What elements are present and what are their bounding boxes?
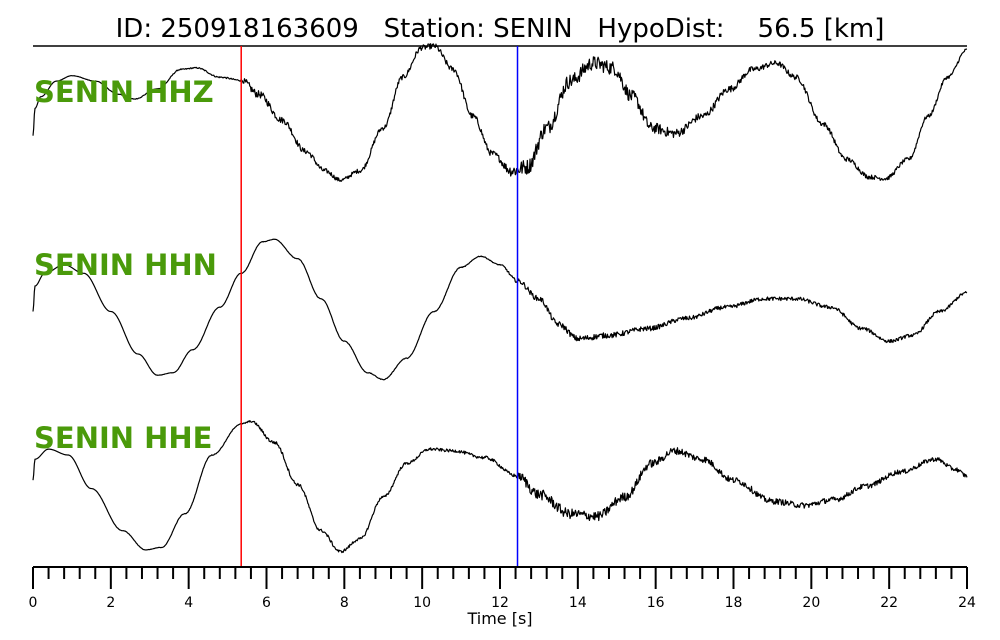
channel-label: SENIN HHN [34, 248, 217, 282]
x-tick-label: 6 [262, 595, 271, 611]
channel-labels-layer: SENIN HHZ SENIN HHN SENIN HHE [34, 75, 217, 455]
x-axis: 0 2 4 6 8 10 12 14 16 18 20 22 24 [29, 566, 976, 611]
x-tick-label: 14 [569, 595, 587, 611]
x-tick-label: 18 [725, 595, 743, 611]
trace-senin-hhn [32, 238, 968, 381]
x-tick-label: 4 [184, 595, 193, 611]
x-tick-label: 8 [340, 595, 349, 611]
chart-title: ID: 250918163609 Station: SENIN HypoDist… [116, 14, 885, 44]
x-axis-label: Time [s] [466, 609, 532, 628]
x-tick-label: 0 [29, 595, 38, 611]
traces-layer [32, 43, 968, 554]
x-tick-label: 10 [413, 595, 431, 611]
x-tick-label: 20 [802, 595, 820, 611]
channel-label: SENIN HHE [34, 421, 212, 455]
x-tick-label: 22 [880, 595, 898, 611]
trace-senin-hhz [32, 43, 968, 182]
picks-layer [240, 46, 519, 567]
channel-label: SENIN HHZ [34, 75, 214, 109]
x-tick-label: 16 [647, 595, 665, 611]
trace-senin-hhe [32, 420, 968, 554]
x-tick-label: 2 [106, 595, 115, 611]
x-tick-label: 12 [491, 595, 509, 611]
x-tick-label: 24 [958, 595, 976, 611]
